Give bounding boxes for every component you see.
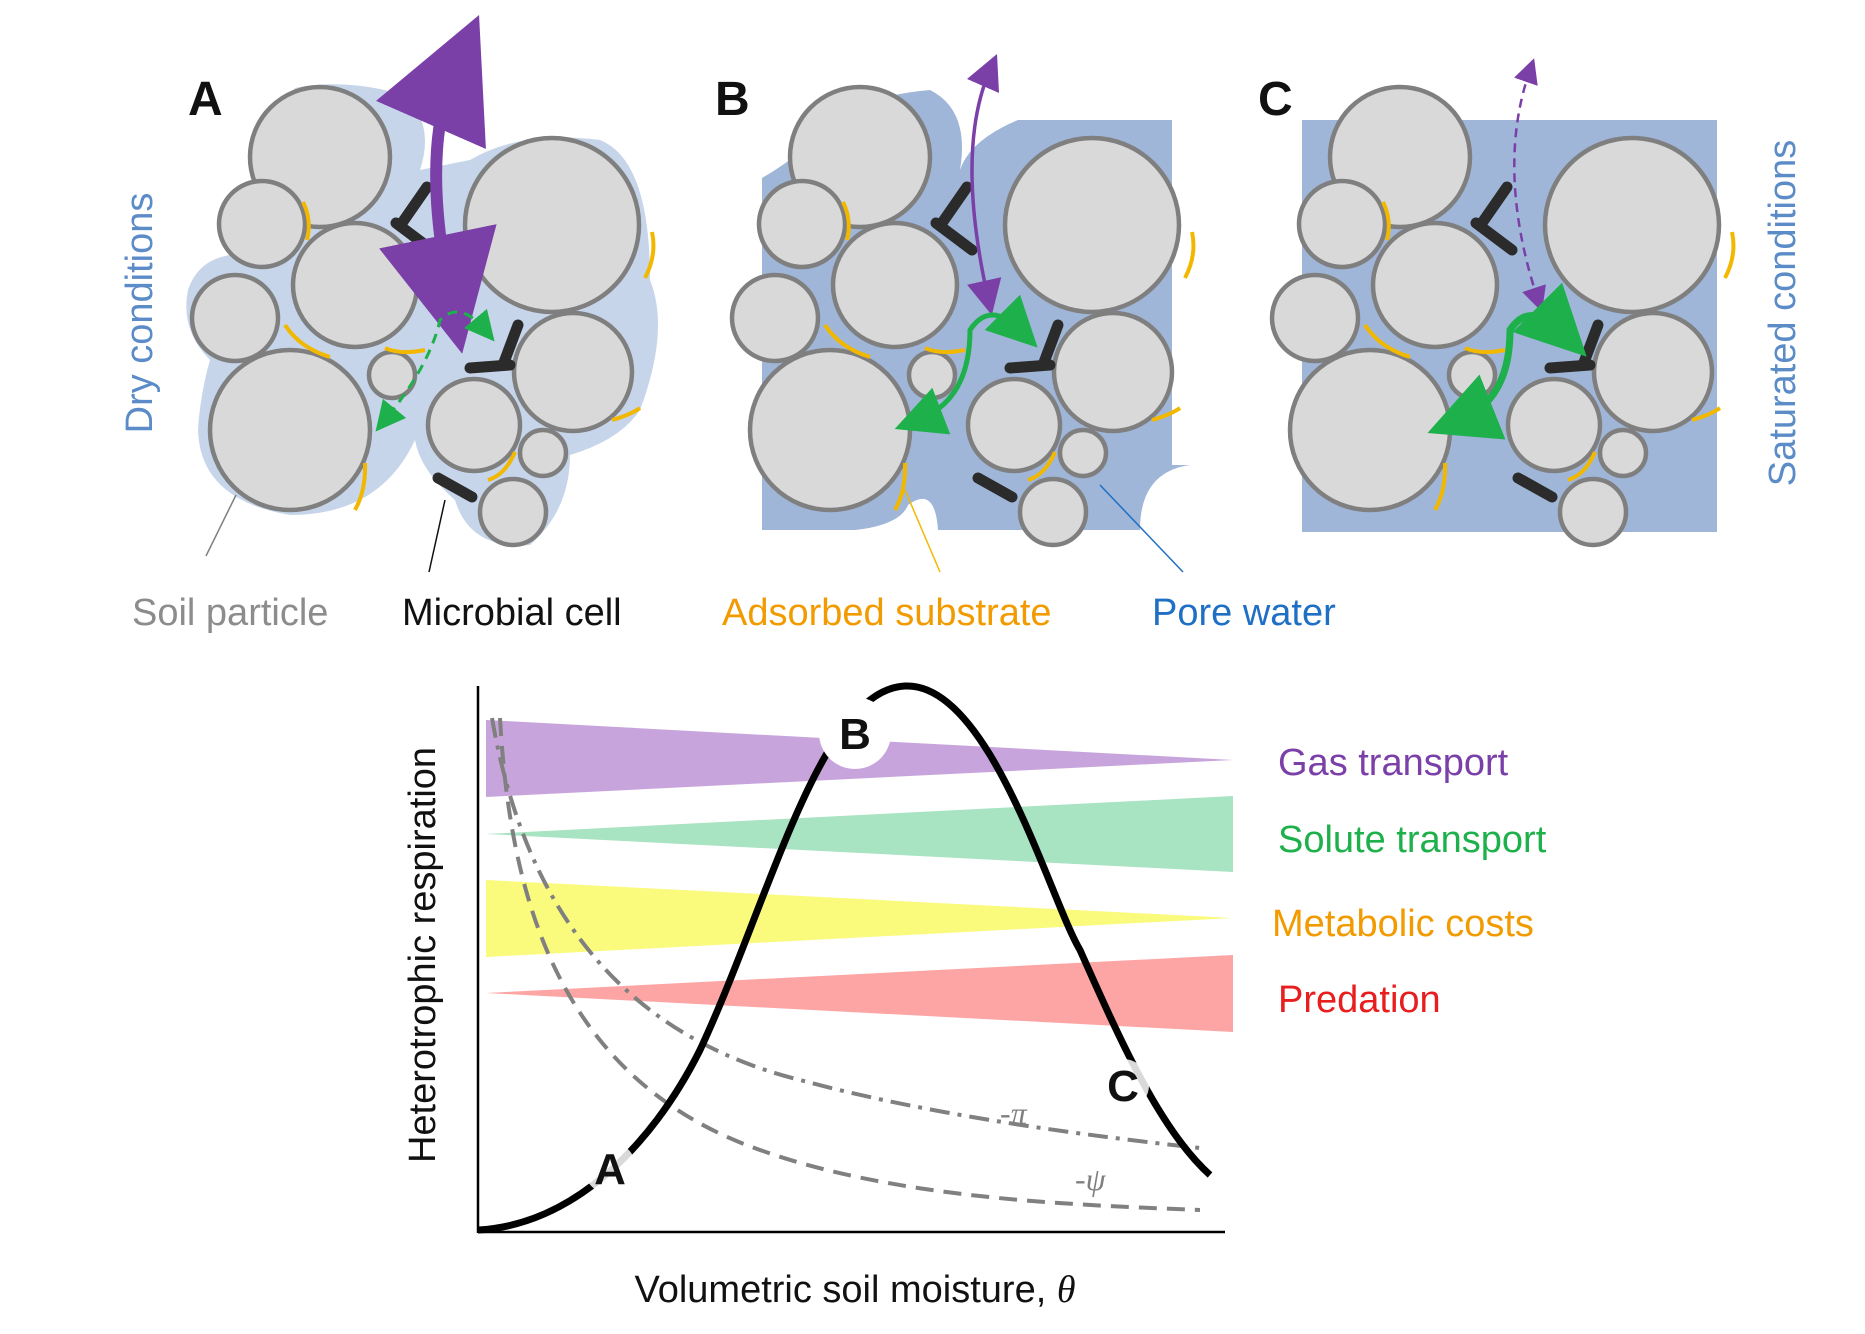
- metabolic-costs-band: [486, 880, 1233, 957]
- legend-microbial-cell: Microbial cell: [402, 592, 622, 634]
- solute-transport-band: [486, 796, 1233, 872]
- solute-arrow-a: [375, 308, 495, 432]
- dry-conditions-label: Dry conditions: [119, 193, 161, 434]
- solute-arrow-c: [1427, 282, 1587, 440]
- respiration-curve: [477, 682, 1213, 1234]
- legend-soil-particle: Soil particle: [132, 592, 328, 634]
- panel-c: [1272, 58, 1736, 545]
- x-axis-label: Volumetric soil moisture, θ: [634, 1269, 1075, 1311]
- theta-symbol: θ: [1057, 1269, 1076, 1311]
- leader-soil-particle: [205, 494, 237, 557]
- metabolic-costs-label: Metabolic costs: [1272, 903, 1534, 945]
- legend-adsorbed-substrate: Adsorbed substrate: [722, 592, 1052, 634]
- leader-microbial-cell: [428, 499, 446, 573]
- y-axis-label: Heterotrophic respiration: [402, 747, 444, 1163]
- gas-arrow-b: [966, 53, 1002, 316]
- predation-band: [486, 955, 1233, 1032]
- solute-transport-label: Solute transport: [1278, 819, 1547, 861]
- gas-arrow-a: [375, 15, 497, 354]
- matric-potential-curve: [498, 717, 1201, 1212]
- matric-curve-label: -ψ: [1075, 1161, 1107, 1197]
- saturated-conditions-label: Saturated conditions: [1762, 140, 1804, 486]
- panel-label-a: A: [188, 73, 223, 126]
- leader-adsorbed-substrate: [904, 489, 941, 573]
- graph-point-c: C: [1107, 1062, 1139, 1111]
- x-axis-label-text: Volumetric soil moisture,: [634, 1269, 1056, 1311]
- panel-a: [186, 15, 658, 573]
- panel-label-c: C: [1258, 73, 1293, 126]
- osmotic-curve-label: -π: [1000, 1095, 1028, 1131]
- graph-point-a: A: [594, 1145, 626, 1194]
- gas-arrow-c: [1513, 58, 1546, 312]
- gas-transport-label: Gas transport: [1278, 742, 1509, 784]
- predation-label: Predation: [1278, 979, 1441, 1021]
- solute-arrow-b: [894, 294, 1038, 435]
- legend-pore-water: Pore water: [1152, 592, 1336, 634]
- graph: A B C -π -ψ Heterotrophic respiration Vo…: [402, 682, 1547, 1311]
- osmotic-potential-curve: [490, 717, 1201, 1150]
- panel-b: [732, 53, 1196, 573]
- leader-pore-water: [1099, 484, 1184, 573]
- panel-label-b: B: [715, 73, 750, 126]
- graph-point-b: B: [839, 710, 871, 759]
